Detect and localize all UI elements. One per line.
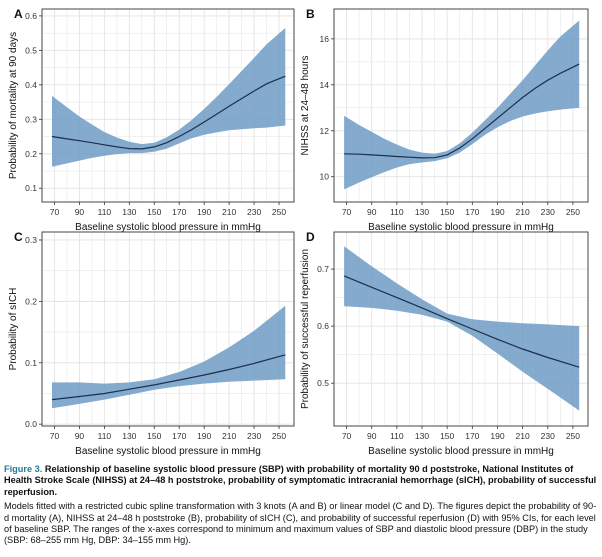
panel-border bbox=[333, 231, 589, 427]
y-tick-label: 12 bbox=[320, 126, 330, 136]
y-tick-label: 0.3 bbox=[25, 114, 37, 124]
estimate-line bbox=[51, 354, 286, 401]
x-tick-label: 170 bbox=[172, 207, 186, 217]
x-tick-label: 190 bbox=[197, 431, 211, 441]
x-tick-label: 130 bbox=[415, 431, 429, 441]
x-tick-label: 210 bbox=[222, 431, 236, 441]
x-tick-label: 250 bbox=[566, 207, 580, 217]
x-tick-label: 170 bbox=[172, 431, 186, 441]
y-tick-label: 0.2 bbox=[25, 149, 37, 159]
caption-title: Relationship of baseline systolic blood … bbox=[4, 464, 597, 497]
x-tick-label: 210 bbox=[516, 431, 530, 441]
y-tick-label: 0.2 bbox=[25, 296, 37, 306]
x-tick-label: 130 bbox=[122, 207, 136, 217]
panel-label-b: B bbox=[306, 7, 315, 21]
x-tick-label: 130 bbox=[415, 207, 429, 217]
x-tick-label: 110 bbox=[98, 207, 112, 217]
chart-panels: 70 90 110 130 150 170 190 210 230 250 0.1 0.2 0.3 0.4… bbox=[8, 7, 589, 457]
y-axis-title: Probability of sICH bbox=[8, 288, 19, 371]
x-tick-label: 190 bbox=[197, 207, 211, 217]
y-axis-title: Probability of successful reperfusion bbox=[300, 249, 311, 409]
x-tick-label: 250 bbox=[566, 431, 580, 441]
x-tick-label: 110 bbox=[98, 431, 112, 441]
x-axis-title: Baseline systolic blood pressure in mmHg bbox=[368, 222, 554, 233]
x-tick-label: 150 bbox=[147, 431, 161, 441]
x-tick-label: 70 bbox=[342, 431, 352, 441]
x-tick-label: 110 bbox=[390, 207, 404, 217]
panel-border bbox=[41, 8, 295, 203]
x-tick-label: 110 bbox=[390, 431, 404, 441]
x-tick-label: 250 bbox=[272, 431, 286, 441]
x-tick-label: 150 bbox=[440, 431, 454, 441]
x-tick-label: 90 bbox=[367, 207, 377, 217]
panel-label-c: C bbox=[14, 230, 23, 244]
panel-label-d: D bbox=[306, 230, 315, 244]
confidence-band bbox=[344, 20, 580, 190]
panel-b: 70 90 110 130 150 170 190 210 230 250 10 12 14 16 B Bas… bbox=[300, 7, 589, 233]
y-tick-label: 0.1 bbox=[25, 183, 37, 193]
panel-border bbox=[41, 231, 295, 427]
x-tick-label: 150 bbox=[440, 207, 454, 217]
x-tick-label: 150 bbox=[147, 207, 161, 217]
estimate-line bbox=[343, 275, 580, 368]
y-tick-label: 10 bbox=[320, 172, 330, 182]
x-tick-label: 130 bbox=[122, 431, 136, 441]
x-tick-label: 190 bbox=[490, 207, 504, 217]
y-tick-label: 0.1 bbox=[25, 358, 37, 368]
x-tick-label: 230 bbox=[247, 431, 261, 441]
x-tick-label: 70 bbox=[342, 207, 352, 217]
confidence-band bbox=[52, 28, 286, 167]
estimate-line bbox=[51, 75, 286, 150]
y-tick-label: 0.6 bbox=[317, 321, 329, 331]
y-tick-label: 0.5 bbox=[317, 378, 329, 388]
estimate-line bbox=[344, 63, 580, 159]
panel-c: 70 90 110 130 150 170 190 210 230 250 0.0 0.1 0.2 0.3… bbox=[8, 230, 295, 457]
y-tick-label: 0.5 bbox=[25, 45, 37, 55]
x-tick-label: 250 bbox=[272, 207, 286, 217]
x-tick-label: 210 bbox=[222, 207, 236, 217]
x-axis-title: Baseline systolic blood pressure in mmHg bbox=[75, 446, 261, 457]
figure-label: Figure 3. bbox=[4, 464, 43, 474]
x-tick-label: 230 bbox=[541, 431, 555, 441]
y-tick-label: 0.3 bbox=[25, 235, 37, 245]
x-tick-label: 90 bbox=[367, 431, 377, 441]
confidence-band bbox=[52, 305, 286, 409]
x-tick-label: 210 bbox=[516, 207, 530, 217]
y-axis-title: NIHSS at 24–48 hours bbox=[300, 55, 311, 155]
y-tick-label: 14 bbox=[320, 80, 330, 90]
x-tick-label: 170 bbox=[465, 431, 479, 441]
y-tick-label: 0.7 bbox=[317, 264, 329, 274]
x-tick-label: 190 bbox=[490, 431, 504, 441]
y-axis-title: Probability of mortality at 90 days bbox=[8, 32, 19, 179]
panel-a: 70 90 110 130 150 170 190 210 230 250 0.1 0.2 0.3 0.4… bbox=[8, 7, 295, 233]
x-tick-label: 230 bbox=[247, 207, 261, 217]
caption-body: Models fitted with a restricted cubic sp… bbox=[4, 501, 597, 546]
x-tick-label: 70 bbox=[50, 207, 60, 217]
x-axis-title: Baseline systolic blood pressure in mmHg bbox=[75, 222, 261, 233]
y-tick-label: 0.6 bbox=[25, 11, 37, 21]
x-axis-title: Baseline systolic blood pressure in mmHg bbox=[368, 446, 554, 457]
caption-title-line: Figure 3. Relationship of baseline systo… bbox=[4, 464, 598, 498]
y-tick-label: 16 bbox=[320, 34, 330, 44]
x-tick-label: 170 bbox=[465, 207, 479, 217]
x-tick-label: 90 bbox=[75, 431, 85, 441]
panel-border bbox=[333, 8, 589, 203]
panel-d: 70 90 110 130 150 170 190 210 230 250 0.5 0.6 0.7 D Ba… bbox=[300, 230, 589, 457]
x-tick-label: 90 bbox=[75, 207, 85, 217]
panel-label-a: A bbox=[14, 7, 23, 21]
x-tick-label: 230 bbox=[541, 207, 555, 217]
x-tick-label: 70 bbox=[50, 431, 60, 441]
y-tick-label: 0.0 bbox=[25, 419, 37, 429]
confidence-band bbox=[344, 246, 580, 411]
y-tick-label: 0.4 bbox=[25, 80, 37, 90]
figure-caption: Figure 3. Relationship of baseline systo… bbox=[4, 464, 598, 547]
